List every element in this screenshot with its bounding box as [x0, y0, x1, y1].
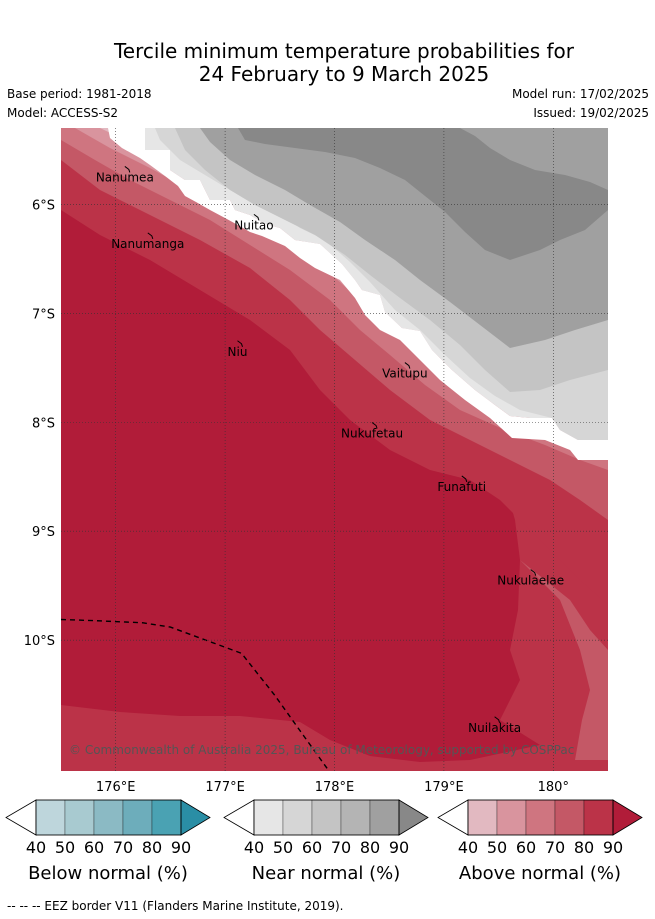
- above-normal-80-region-south: [61, 705, 608, 771]
- colorbar-frame: [467, 799, 614, 836]
- colorbar-segment: [64, 799, 95, 836]
- colorbar-tick-label: 60: [84, 838, 104, 857]
- colorbar-tick-label: 60: [302, 838, 322, 857]
- colorbar-high-arrow: [180, 799, 211, 836]
- colorbar-tick-label: 40: [458, 838, 478, 857]
- place-label: Nuilakita: [468, 721, 521, 735]
- colorbar-segment: [496, 799, 527, 836]
- colorbar-tick-label: 80: [574, 838, 594, 857]
- colorbar-low-arrow: [437, 799, 469, 836]
- colorbar-segment: [525, 799, 556, 836]
- copyright-notice: © Commonwealth of Australia 2025, Bureau…: [69, 743, 574, 757]
- colorbar-segment: [369, 799, 400, 836]
- colorbar-segment: [253, 799, 284, 836]
- islet-mark: [147, 232, 154, 240]
- colorbar-segment: [151, 799, 182, 836]
- colorbar-tick-label: 50: [273, 838, 293, 857]
- model-run: Model run: 17/02/2025: [511, 87, 649, 101]
- above-normal-70-region-east: [520, 560, 608, 760]
- lon-tick-label: 178°E: [315, 780, 355, 795]
- lat-tick-label: 6°S: [32, 198, 55, 213]
- colorbar-tick-label: 80: [360, 838, 380, 857]
- colorbar-tick-label: 70: [113, 838, 133, 857]
- place-label: Funafuti: [437, 480, 486, 494]
- islet-mark: [494, 716, 501, 723]
- title-line-1: Tercile minimum temperature probabilitie…: [113, 39, 575, 63]
- lat-tick-label: 9°S: [32, 525, 55, 540]
- base-period: Base period: 1981-2018: [7, 87, 152, 101]
- colorbar-segment: [583, 799, 614, 836]
- axis-labels: 176°E 177°E 178°E 179°E 180° 6°S 7°S 8°S 9°S 10°S: [24, 198, 569, 795]
- lat-tick-label: 7°S: [32, 307, 55, 322]
- place-label: Nuitao: [234, 218, 273, 232]
- colorbar-segment: [35, 799, 66, 836]
- colorbar-tick-label: 70: [331, 838, 351, 857]
- colorbar-segment: [311, 799, 342, 836]
- place-labels: Nanumea Nuitao Nanumanga Niu Vaitupu Nukufeta…: [96, 166, 564, 735]
- place-label: Nukulaelae: [497, 574, 564, 588]
- place-label: Vaitupu: [382, 367, 428, 381]
- colorbar-frame: [253, 799, 400, 836]
- colorbar-2: 40 50 60 70 80 90: [437, 799, 643, 857]
- title-line-2: 24 February to 9 March 2025: [198, 62, 490, 86]
- issued-date: Issued: 19/02/2025: [533, 106, 649, 120]
- above-normal-colorbar-label: Above normal (%): [458, 863, 622, 884]
- colorbar-tick-label: 90: [171, 838, 191, 857]
- islet-mark: [237, 340, 243, 347]
- near-normal-80-region-ne: [460, 128, 608, 190]
- lon-tick-label: 176°E: [96, 780, 136, 795]
- lon-tick-label: 179°E: [424, 780, 464, 795]
- map-title: Tercile minimum temperature probabilitie…: [0, 40, 655, 86]
- colorbar-1: 40 50 60 70 80 90: [223, 799, 429, 857]
- islet-mark: [461, 475, 468, 483]
- lon-tick-label: 177°E: [205, 780, 245, 795]
- model-name: Model: ACCESS-S2: [7, 106, 119, 120]
- islet-mark: [530, 569, 537, 576]
- colorbar-low-arrow: [5, 799, 37, 836]
- lat-tick-label: 8°S: [32, 416, 55, 431]
- colorbar-tick-label: 50: [487, 838, 507, 857]
- islet-mark: [404, 362, 411, 369]
- colorbar-tick-label: 80: [142, 838, 162, 857]
- colorbar-tick-label: 90: [389, 838, 409, 857]
- colorbar-segment: [282, 799, 313, 836]
- map-panel: Nanumea Nuitao Nanumanga Niu Vaitupu Nukufeta…: [61, 128, 608, 771]
- colorbar-segment: [340, 799, 371, 836]
- colorbar-segment: [122, 799, 153, 836]
- place-label: Niu: [228, 345, 248, 359]
- colorbar-tick-label: 50: [55, 838, 75, 857]
- no-dominant-category-band: [108, 128, 608, 460]
- colorbars: 40 50 60 70 80 90 40 50 60 70 80 90 40 50 60 70 80 90: [5, 799, 643, 857]
- colorbar-tick-label: 40: [26, 838, 46, 857]
- colorbar-high-arrow: [398, 799, 429, 836]
- place-label: Nanumanga: [111, 237, 184, 251]
- islet-mark: [124, 166, 131, 173]
- below-normal-colorbar-label: Below normal (%): [28, 863, 188, 884]
- lat-tick-label: 10°S: [24, 634, 55, 649]
- islet-mark: [371, 422, 378, 429]
- colorbar-segment: [93, 799, 124, 836]
- islet-mark: [253, 213, 260, 221]
- colorbar-high-arrow: [612, 799, 643, 836]
- colorbar-segment: [554, 799, 585, 836]
- eez-legend-note: -- -- -- EEZ border V11 (Flanders Marine…: [7, 899, 344, 913]
- colorbar-tick-label: 90: [603, 838, 623, 857]
- place-label: Nanumea: [96, 170, 154, 184]
- lon-tick-label: 180°: [538, 780, 569, 795]
- near-normal-colorbar-label: Near normal (%): [251, 863, 401, 884]
- colorbar-low-arrow: [223, 799, 255, 836]
- colorbar-tick-label: 40: [244, 838, 264, 857]
- colorbar-segment: [467, 799, 498, 836]
- place-label: Nukufetau: [341, 427, 403, 441]
- colorbar-tick-label: 70: [545, 838, 565, 857]
- colorbar-frame: [35, 799, 182, 836]
- colorbar-tick-label: 60: [516, 838, 536, 857]
- graticule: [61, 128, 608, 771]
- colorbar-0: 40 50 60 70 80 90: [5, 799, 211, 857]
